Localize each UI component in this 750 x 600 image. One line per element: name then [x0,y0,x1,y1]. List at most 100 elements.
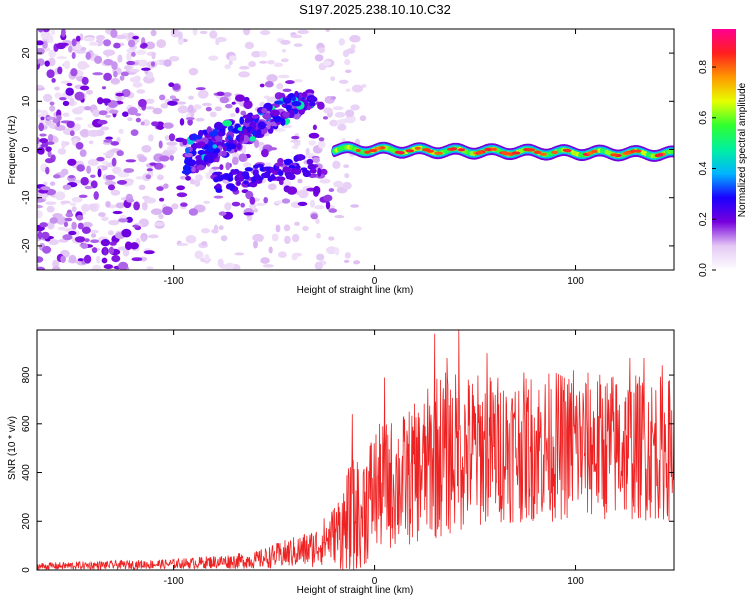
heatmap-noise-blob [330,96,336,100]
heatmap-noise-speckle [277,74,290,79]
heatmap-chirp-blob [300,167,308,172]
heatmap-noise-speckle [243,162,252,168]
heatmap-noise-blob [231,101,236,105]
heatmap-noise-speckle [315,218,320,224]
heatmap-noise-blob [125,216,133,223]
heatmap-noise-blob [71,38,77,47]
heatmap-noise-blob [37,137,40,145]
heatmap-noise-blob [91,247,98,254]
heatmap-noise-blob [37,198,46,203]
heatmap-noise-speckle [46,205,55,213]
heatmap-noise-blob [49,101,55,106]
heatmap-noise-speckle [353,226,362,231]
heatmap-noise-blob [59,97,67,101]
heatmap-noise-blob [254,139,259,149]
heatmap-noise-speckle [170,29,180,38]
heatmap-noise-speckle [334,214,345,219]
heatmap-noise-speckle [103,49,115,56]
heatmap-noise-blob [65,87,74,96]
heatmap-noise-speckle [201,102,212,107]
heatmap-chirp-blob [274,162,284,167]
heatmap-noise-speckle [193,104,202,110]
heatmap-noise-blob [109,109,119,114]
heatmap-noise-blob [103,139,113,143]
heatmap-noise-speckle [293,79,303,83]
heatmap-noise-blob [231,201,241,207]
heatmap-band-peak [426,149,435,153]
heatmap-noise-speckle [209,30,218,39]
heatmap-noise-speckle [90,229,99,234]
heatmap-noise-speckle [60,80,71,84]
heatmap-noise-speckle [156,174,164,181]
heatmap-noise-blob [37,29,44,33]
heatmap-y-tick-label: 20 [21,47,32,59]
heatmap-chirp-blob [181,169,192,175]
heatmap-noise-blob [71,221,77,230]
heatmap-noise-blob [74,236,86,243]
heatmap-noise-speckle [316,232,321,239]
heatmap-noise-blob [37,60,40,65]
heatmap-noise-blob [234,94,246,102]
snr-y-axis-label: SNR (10 * v/v) [7,416,18,480]
heatmap-noise-speckle [309,199,316,208]
heatmap-noise-blob [328,188,335,193]
heatmap-noise-blob [188,208,199,216]
heatmap-noise-speckle [317,139,326,149]
heatmap-x-tick-label: 0 [372,276,378,287]
heatmap-noise-speckle [282,48,287,53]
heatmap-chirp-blob [302,170,312,178]
heatmap-noise-blob [107,184,116,191]
heatmap-noise-blob [67,158,77,166]
heatmap-noise-speckle [92,109,101,117]
heatmap-noise-speckle [334,111,346,118]
heatmap-noise-blob [318,137,325,142]
heatmap-noise-speckle [81,203,91,212]
heatmap-noise-speckle [141,201,148,211]
heatmap-noise-speckle [192,29,198,36]
heatmap-noise-speckle [243,29,251,36]
heatmap-noise-speckle [262,264,274,268]
heatmap-noise-speckle [49,105,56,112]
heatmap-noise-blob [103,264,114,270]
heatmap-noise-blob [84,105,92,111]
heatmap-noise-speckle [138,184,146,191]
heatmap-noise-blob [77,258,84,262]
heatmap-noise-blob [141,42,148,48]
heatmap-noise-speckle [140,235,147,242]
heatmap-noise-blob [90,239,100,244]
heatmap-noise-blob [243,100,253,110]
heatmap-noise-speckle [147,234,159,239]
heatmap-noise-speckle [278,251,287,259]
heatmap-noise-blob [78,194,88,198]
heatmap-noise-speckle [56,56,68,60]
heatmap-chirp-blob [239,134,245,142]
heatmap-noise-blob [56,42,66,50]
heatmap-noise-speckle [194,174,203,182]
heatmap-noise-speckle [259,50,268,58]
heatmap-noise-speckle [209,111,217,118]
heatmap-noise-speckle [325,29,330,33]
heatmap-noise-speckle [99,126,110,131]
heatmap-noise-speckle [54,86,60,91]
heatmap-noise-blob [132,224,139,228]
heatmap-noise-speckle [152,107,163,115]
heatmap-noise-blob [64,217,73,222]
heatmap-noise-blob [111,254,121,263]
heatmap-noise-blob [135,117,142,123]
heatmap-noise-speckle [314,204,325,210]
heatmap-noise-blob [75,35,81,42]
heatmap-noise-speckle [45,201,57,206]
colorbar-gradient [712,29,736,270]
heatmap-noise-blob [159,155,170,162]
heatmap-noise-blob [129,242,139,250]
heatmap-noise-speckle [266,96,279,103]
heatmap-noise-speckle [308,140,316,146]
colorbar-tick-label: 0.4 [698,161,709,175]
heatmap-noise-speckle [57,226,68,231]
heatmap-chirp-blob [291,96,297,102]
heatmap-band-peak [476,150,484,155]
heatmap-noise-speckle [325,246,338,255]
heatmap-noise-blob [68,45,73,53]
heatmap-noise-blob [40,186,51,191]
heatmap-noise-blob [80,176,89,186]
